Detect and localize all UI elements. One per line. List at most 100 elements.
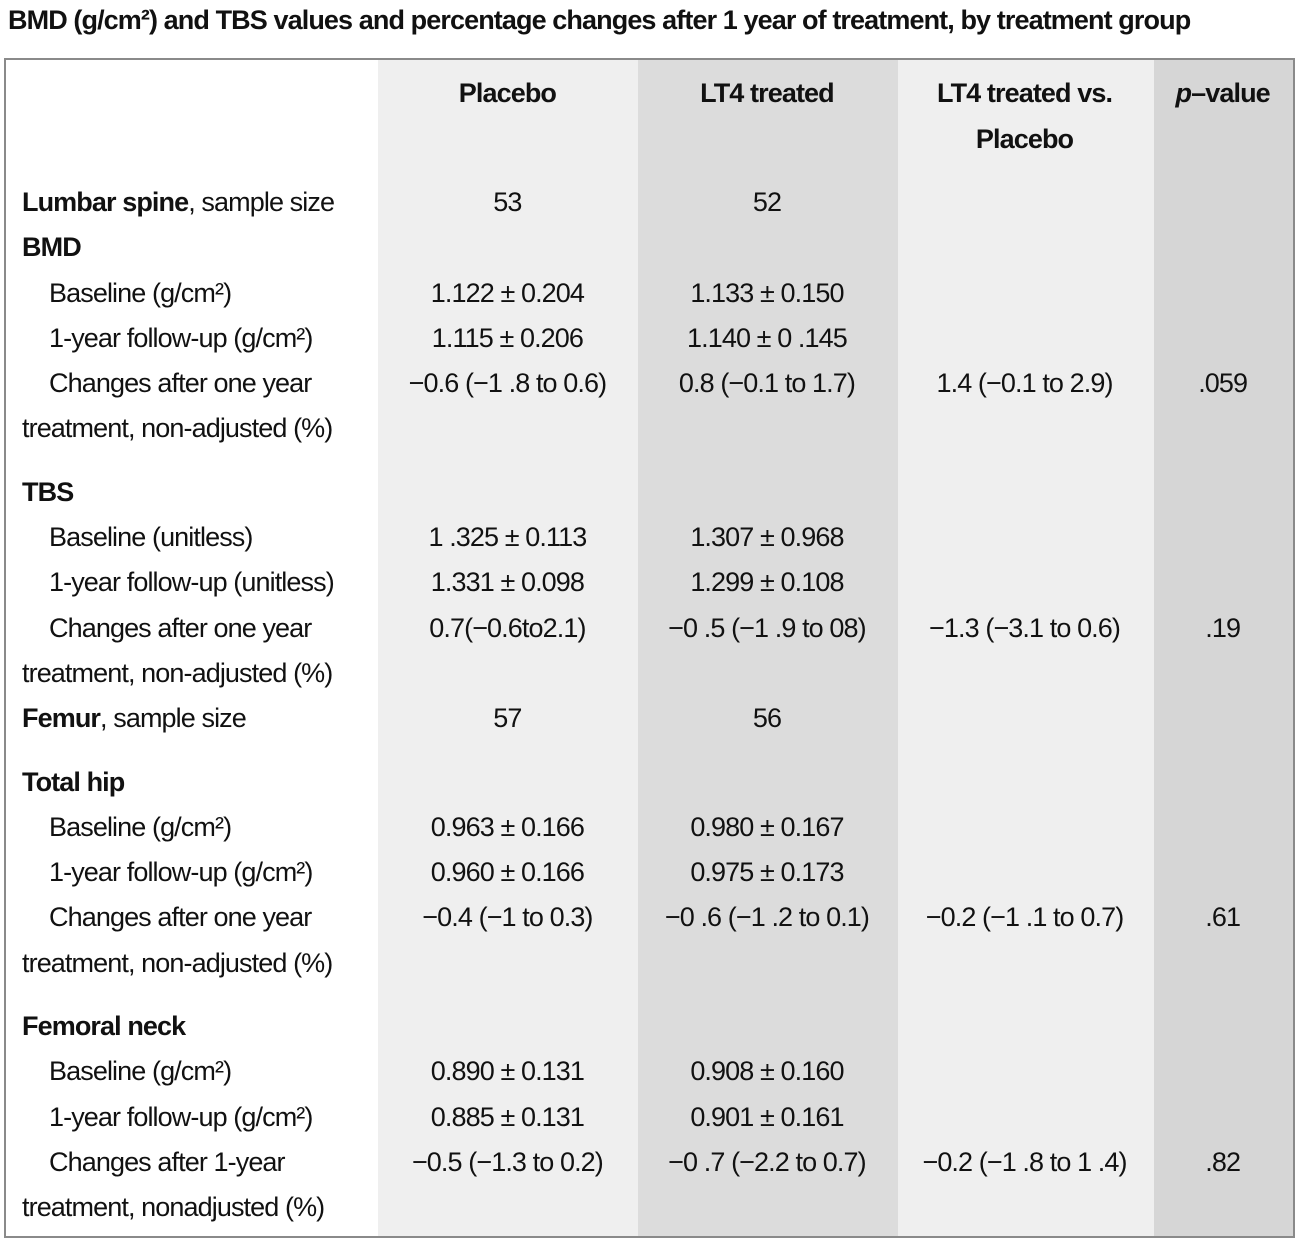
table-row: treatment, nonadjusted (%) — [6, 1185, 1293, 1230]
row-label: treatment, non-adjusted (%) — [22, 947, 333, 978]
cell-placebo: 1.115 ± 0.206 — [431, 322, 584, 353]
header-vs-line2: Placebo — [975, 124, 1074, 154]
table-row: treatment, non-adjusted (%) — [6, 406, 1293, 451]
row-label: Changes after one year — [49, 902, 312, 933]
row-label: Changes after one year — [49, 368, 312, 399]
lumbar-label-rest: , sample size — [188, 187, 335, 217]
header-vs: LT4 treated vs. Placebo — [897, 60, 1153, 180]
femur-label: Femur, sample size — [6, 696, 378, 741]
cell-placebo: 0.7(−0.6to2.1) — [429, 612, 586, 643]
cell-placebo: 0.890 ± 0.131 — [430, 1056, 585, 1087]
cell-pvalue: .19 — [1205, 612, 1241, 643]
table-row: Changes after one year −0.4 (−1 to 0.3) … — [6, 895, 1293, 940]
cell-vs: 1.4 (−0.1 to 2.9) — [936, 368, 1113, 399]
table-row: Total hip — [6, 760, 1293, 805]
row-label: 1-year follow-up (g/cm²) — [49, 1101, 313, 1132]
cell-placebo: −0.4 (−1 to 0.3) — [422, 902, 593, 933]
cell-pvalue: .059 — [1198, 368, 1248, 399]
table-row: Femur, sample size 57 56 — [6, 696, 1293, 741]
cell-placebo: 0.885 ± 0.131 — [430, 1101, 585, 1132]
cell-placebo: 1 .325 ± 0.113 — [428, 522, 587, 553]
header-p-italic: p — [1175, 78, 1192, 108]
header-pvalue: p–value — [1152, 60, 1293, 180]
header-empty — [6, 60, 378, 180]
cell-vs: −1.3 (−3.1 to 0.6) — [929, 612, 1121, 643]
cell-lt4: −0 .5 (−1 .9 to 08) — [668, 612, 866, 643]
cell-lt4: 0.975 ± 0.173 — [690, 857, 844, 888]
table-row: Changes after one year 0.7(−0.6to2.1) −0… — [6, 606, 1293, 651]
table-row: Changes after 1-year −0.5 (−1.3 to 0.2) … — [6, 1140, 1293, 1185]
header-row: Placebo LT4 treated LT4 treated vs. Place… — [6, 60, 1293, 180]
row-label: 1-year follow-up (unitless) — [49, 567, 335, 598]
cell-placebo: 0.960 ± 0.166 — [430, 857, 585, 888]
table-row: 1-year follow-up (g/cm²) 1.115 ± 0.206 1… — [6, 316, 1293, 361]
table-row: Lumbar spine, sample size 53 52 — [6, 180, 1293, 225]
placebo-column-shading — [378, 60, 638, 1236]
vs-column-shading — [898, 60, 1154, 1236]
cell-lt4: 0.980 ± 0.167 — [690, 811, 844, 842]
tbs-header: TBS — [22, 476, 74, 507]
header-p-rest: –value — [1191, 78, 1271, 108]
row-label: Changes after one year — [49, 612, 312, 643]
cell-lt4: −0 .6 (−1 .2 to 0.1) — [664, 902, 870, 933]
femur-placebo-n: 57 — [493, 703, 522, 734]
header-vs-line1: LT4 treated vs. — [936, 78, 1113, 108]
row-label: Baseline (g/cm²) — [49, 1056, 232, 1087]
header-placebo: Placebo — [458, 78, 557, 108]
total-hip-header: Total hip — [22, 766, 125, 797]
table-row: Baseline (g/cm²) 1.122 ± 0.204 1.133 ± 0… — [6, 271, 1293, 316]
table-row: BMD — [6, 225, 1293, 270]
data-table: Placebo LT4 treated LT4 treated vs. Place… — [6, 60, 1293, 1231]
cell-placebo: 1.122 ± 0.204 — [430, 277, 585, 308]
cell-pvalue: .82 — [1205, 1146, 1241, 1177]
row-label: treatment, non-adjusted (%) — [22, 413, 333, 444]
table-row: Baseline (g/cm²) 0.890 ± 0.131 0.908 ± 0… — [6, 1049, 1293, 1094]
femoral-neck-header: Femoral neck — [22, 1011, 186, 1042]
row-label: Changes after 1-year — [49, 1146, 286, 1177]
cell-lt4: 0.901 ± 0.161 — [690, 1101, 844, 1132]
lumbar-lt4-n: 52 — [752, 187, 782, 217]
lumbar-placebo-n: 53 — [493, 187, 522, 217]
cell-placebo: −0.6 (−1 .8 to 0.6) — [408, 368, 607, 399]
header-lt4: LT4 treated — [700, 78, 835, 108]
cell-placebo: 1.331 ± 0.098 — [430, 567, 585, 598]
femur-lt4-n: 56 — [752, 703, 782, 734]
row-label: treatment, nonadjusted (%) — [22, 1192, 325, 1223]
cell-vs: −0.2 (−1 .1 to 0.7) — [925, 902, 1124, 933]
table-row: 1-year follow-up (unitless) 1.331 ± 0.09… — [6, 560, 1293, 605]
cell-lt4: 1.307 ± 0.968 — [690, 522, 844, 553]
row-label: Baseline (unitless) — [49, 522, 253, 553]
cell-lt4: 1.133 ± 0.150 — [690, 277, 844, 308]
row-label: Baseline (g/cm²) — [49, 811, 232, 842]
cell-lt4: 1.299 ± 0.108 — [690, 567, 844, 598]
row-label: 1-year follow-up (g/cm²) — [49, 857, 313, 888]
table-row: Femoral neck — [6, 1004, 1293, 1049]
table-row: 1-year follow-up (g/cm²) 0.960 ± 0.166 0… — [6, 850, 1293, 895]
cell-lt4: 0.908 ± 0.160 — [690, 1056, 844, 1087]
cell-lt4: 0.8 (−0.1 to 1.7) — [678, 368, 856, 399]
table-row: Changes after one year −0.6 (−1 .8 to 0.… — [6, 361, 1293, 406]
row-label: 1-year follow-up (g/cm²) — [49, 322, 313, 353]
cell-lt4: 1.140 ± 0 .145 — [687, 322, 848, 353]
pvalue-column-shading — [1154, 60, 1293, 1236]
femur-label-bold: Femur — [22, 703, 101, 734]
table-row: TBS — [6, 470, 1293, 515]
table-title: BMD (g/cm²) and TBS values and percentag… — [8, 5, 1191, 35]
cell-placebo: −0.5 (−1.3 to 0.2) — [411, 1146, 604, 1177]
femur-label-rest: , sample size — [100, 703, 247, 734]
cell-lt4: −0 .7 (−2.2 to 0.7) — [668, 1146, 866, 1177]
table-row: treatment, non-adjusted (%) — [6, 651, 1293, 696]
table-row: Baseline (g/cm²) 0.963 ± 0.166 0.980 ± 0… — [6, 805, 1293, 850]
bmd-header: BMD — [22, 232, 82, 263]
cell-pvalue: .61 — [1205, 902, 1241, 933]
results-table: Placebo LT4 treated LT4 treated vs. Place… — [4, 58, 1295, 1238]
table-row: Baseline (unitless) 1 .325 ± 0.113 1.307… — [6, 515, 1293, 560]
row-label: treatment, non-adjusted (%) — [22, 657, 333, 688]
row-label: Baseline (g/cm²) — [49, 277, 232, 308]
cell-vs: −0.2 (−1 .8 to 1 .4) — [922, 1146, 1127, 1177]
table-row: 1-year follow-up (g/cm²) 0.885 ± 0.131 0… — [6, 1095, 1293, 1140]
lumbar-label-bold: Lumbar spine — [22, 187, 189, 217]
table-row: treatment, non-adjusted (%) — [6, 941, 1293, 986]
lt4-column-shading — [638, 60, 898, 1236]
cell-placebo: 0.963 ± 0.166 — [430, 811, 585, 842]
